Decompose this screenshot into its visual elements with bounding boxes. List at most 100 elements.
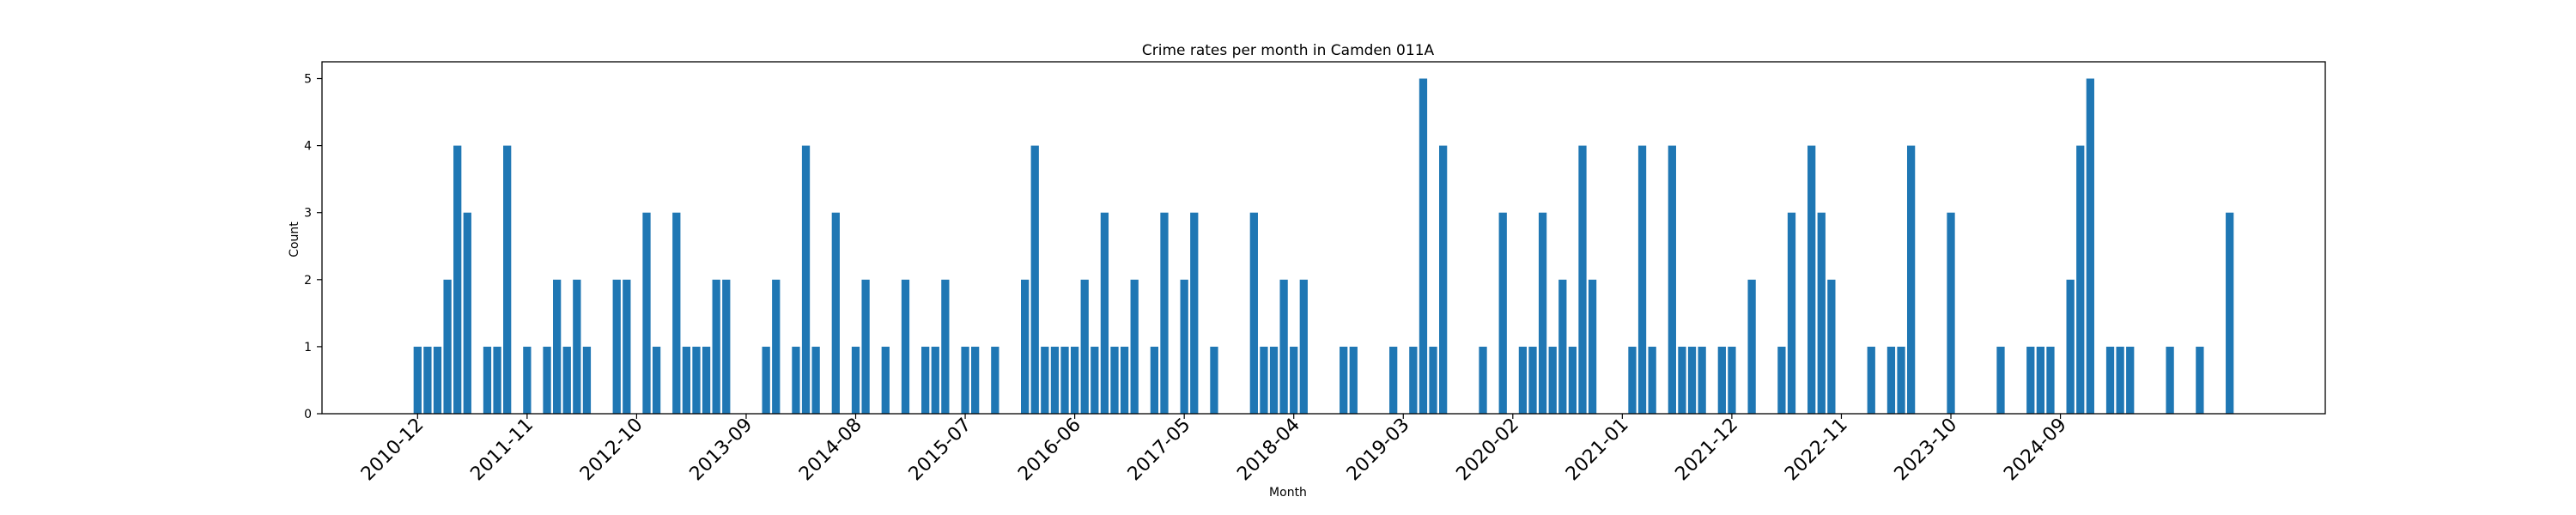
bar: [1947, 212, 1955, 414]
bar: [1588, 279, 1597, 414]
bar: [1340, 346, 1348, 414]
bar: [1160, 212, 1169, 414]
bar: [413, 346, 422, 414]
bar: [1698, 346, 1706, 414]
bar: [702, 346, 711, 414]
bar: [1091, 346, 1099, 414]
y-axis-ticks: 0 1 2 3 4 5: [304, 73, 322, 421]
bar: [1249, 212, 1258, 414]
bar: [1897, 346, 1905, 414]
bar: [881, 346, 890, 414]
bar: [1628, 346, 1637, 414]
y-tick-label: 2: [304, 274, 312, 288]
bar: [1787, 212, 1796, 414]
bar: [493, 346, 501, 414]
bar: [712, 279, 720, 414]
bar: [423, 346, 432, 414]
bar: [433, 346, 442, 414]
bars-group: [413, 78, 2234, 415]
bar: [2116, 346, 2124, 414]
bar: [722, 279, 731, 414]
x-tick-label: 2023-10: [1891, 415, 1962, 486]
bar: [1349, 346, 1358, 414]
bar: [1020, 279, 1030, 414]
bar: [2066, 279, 2075, 414]
bar: [991, 346, 999, 414]
bar: [1210, 346, 1218, 414]
bar: [1439, 145, 1448, 414]
bar: [861, 279, 870, 414]
bar: [851, 346, 860, 414]
bar: [1528, 346, 1537, 414]
bar: [1030, 145, 1039, 414]
y-tick-label: 3: [304, 207, 312, 221]
bar: [1906, 145, 1916, 414]
bar: [692, 346, 701, 414]
bar: [1886, 346, 1896, 414]
bar: [1867, 346, 1875, 414]
bar: [1817, 212, 1826, 414]
bar: [1637, 145, 1647, 414]
bar: [1100, 212, 1109, 414]
bar: [553, 279, 562, 414]
bar: [1777, 346, 1786, 414]
x-tick-label: 2021-12: [1671, 415, 1742, 486]
bar: [811, 346, 820, 414]
bar: [2166, 346, 2174, 414]
bar: [941, 279, 950, 414]
bar: [1678, 346, 1686, 414]
bar: [443, 279, 452, 414]
bar: [831, 212, 840, 414]
bar: [1429, 346, 1437, 414]
bar: [582, 346, 592, 414]
bar: [2105, 346, 2115, 414]
x-tick-label: 2017-05: [1124, 415, 1195, 486]
bar: [1180, 279, 1188, 414]
bar: [2086, 78, 2094, 415]
bar: [901, 279, 910, 414]
bar: [1110, 346, 1119, 414]
bar: [971, 346, 980, 414]
bar: [1150, 346, 1159, 414]
bar: [1996, 346, 2005, 414]
bar: [612, 279, 621, 414]
bar: [1558, 279, 1567, 414]
bar: [1717, 346, 1726, 414]
x-tick-label: 2018-04: [1233, 415, 1304, 486]
x-tick-label: 2012-10: [576, 415, 647, 486]
bar: [1827, 279, 1836, 414]
bar: [543, 346, 551, 414]
x-tick-label: 2011-11: [466, 415, 538, 486]
bar: [573, 279, 581, 414]
bar: [1518, 346, 1528, 414]
bar: [642, 212, 651, 414]
bar: [503, 145, 512, 414]
bar: [562, 346, 571, 414]
bar: [931, 346, 939, 414]
bar: [2046, 346, 2055, 414]
bar: [1070, 346, 1079, 414]
x-axis-label: Month: [1269, 486, 1307, 500]
bar: [2126, 346, 2135, 414]
bar: [762, 346, 770, 414]
bar: [672, 212, 681, 414]
x-tick-label: 2021-01: [1562, 415, 1633, 486]
bar: [1130, 279, 1139, 414]
y-axis-label: Count: [288, 221, 301, 258]
bar: [1578, 145, 1587, 414]
bar: [682, 346, 691, 414]
bar: [453, 145, 462, 414]
y-tick-label: 5: [304, 73, 312, 87]
bar: [1080, 279, 1089, 414]
bar: [1299, 279, 1308, 414]
bar: [1728, 346, 1736, 414]
bar: [652, 346, 661, 414]
bar: [1807, 145, 1816, 414]
bar: [1190, 212, 1199, 414]
bar: [792, 346, 800, 414]
x-tick-label: 2022-11: [1781, 415, 1852, 486]
bar: [772, 279, 781, 414]
y-tick-label: 1: [304, 341, 312, 354]
bar: [801, 145, 811, 414]
